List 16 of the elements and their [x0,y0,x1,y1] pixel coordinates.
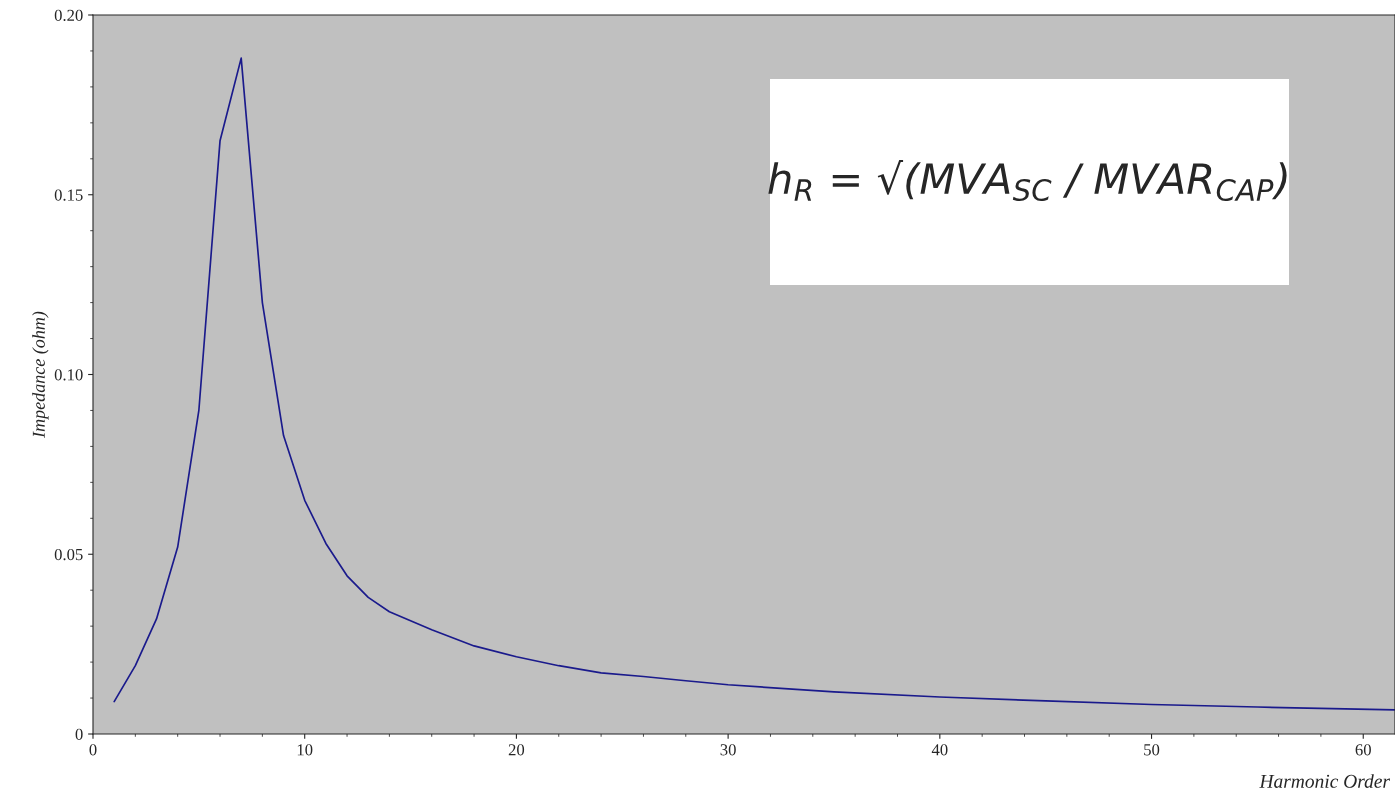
x-tick-label: 60 [1355,744,1371,756]
x-tick-label: 50 [1144,744,1160,756]
x-tick-label: 40 [931,744,948,756]
y-tick-label: 0 [75,728,83,740]
y-tick-label: 0.20 [54,9,83,22]
x-tick-label: 10 [297,744,313,756]
annotation: h$_{R}$ = √(MVA$_{SC}$ / MVAR$_{CAP}$) [768,160,1287,202]
line-series [113,57,1395,711]
y-tick-label: 0.15 [54,189,83,201]
x-tick-label: 0 [89,744,97,756]
y-tick-label: 0.05 [54,548,83,561]
y-tick-label: 0.10 [54,369,83,381]
x-tick-label: 30 [720,744,736,756]
x-axis-title: Harmonic Order [1259,774,1391,788]
y-axis-title: Impedance (ohm) [32,311,49,438]
x-tick-label: 20 [508,744,525,756]
